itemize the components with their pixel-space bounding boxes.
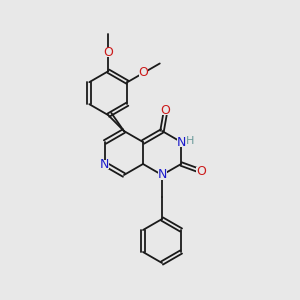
Text: H: H bbox=[186, 136, 194, 146]
FancyBboxPatch shape bbox=[158, 170, 166, 179]
Text: O: O bbox=[196, 165, 206, 178]
Text: N: N bbox=[158, 169, 167, 182]
Text: O: O bbox=[103, 46, 113, 59]
FancyBboxPatch shape bbox=[100, 160, 109, 169]
FancyBboxPatch shape bbox=[161, 106, 170, 115]
FancyBboxPatch shape bbox=[104, 48, 113, 57]
FancyBboxPatch shape bbox=[177, 137, 186, 146]
Text: O: O bbox=[139, 66, 148, 79]
Text: O: O bbox=[161, 104, 171, 117]
Text: N: N bbox=[176, 136, 186, 148]
FancyBboxPatch shape bbox=[196, 167, 205, 176]
Text: N: N bbox=[100, 158, 110, 170]
FancyBboxPatch shape bbox=[139, 68, 148, 77]
